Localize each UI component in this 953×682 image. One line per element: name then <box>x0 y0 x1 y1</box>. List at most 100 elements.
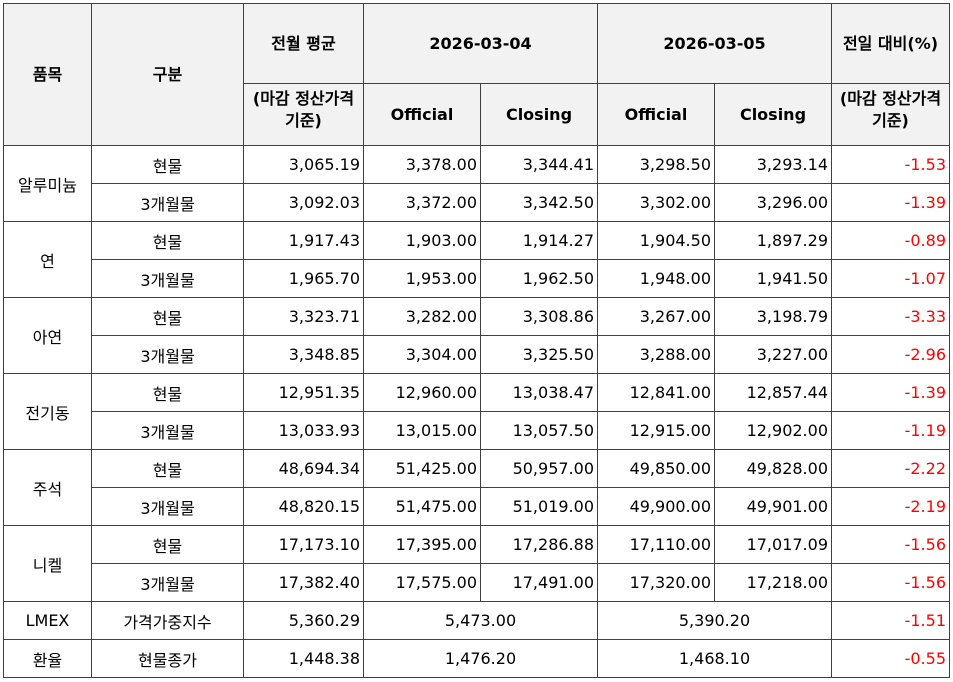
prev-avg-cell: 12,951.35 <box>243 373 364 412</box>
table-row: 3개월물 13,033.93 13,015.00 13,057.50 12,91… <box>4 411 950 450</box>
row-type: 현물 <box>91 525 244 564</box>
d1-official-cell: 3,372.00 <box>363 183 481 222</box>
prev-avg-cell: 48,694.34 <box>243 449 364 488</box>
row-type: 현물 <box>91 297 244 336</box>
d2-closing-cell: 3,293.14 <box>714 145 832 184</box>
change-cell: -2.96 <box>831 335 950 374</box>
prev-avg-cell: 1,448.38 <box>243 639 364 678</box>
summary-name: 환율 <box>3 639 92 678</box>
d1-official-cell: 51,425.00 <box>363 449 481 488</box>
row-type: 현물 <box>91 449 244 488</box>
header-d2-closing: Closing <box>714 83 832 146</box>
table-row: 전기동 현물 12,951.35 12,960.00 13,038.47 12,… <box>3 373 950 450</box>
change-cell: -2.22 <box>831 449 950 488</box>
table-row: 알루미늄 현물 3,065.19 3,378.00 3,344.41 3,298… <box>3 145 950 222</box>
row-type: 3개월물 <box>91 563 244 602</box>
d2-closing-cell: 49,901.00 <box>714 487 832 526</box>
d2-value-cell: 5,390.20 <box>597 601 832 640</box>
change-cell: -1.56 <box>831 563 950 602</box>
d1-value-cell: 5,473.00 <box>363 601 598 640</box>
change-cell: -1.53 <box>831 145 950 184</box>
header-item: 품목 <box>3 3 92 146</box>
table-row: 주석 현물 48,694.34 51,425.00 50,957.00 49,8… <box>3 449 950 526</box>
table-row: 3개월물 1,965.70 1,953.00 1,962.50 1,948.00… <box>4 259 950 298</box>
metal-name: 아연 <box>3 297 92 374</box>
d1-closing-cell: 13,057.50 <box>480 411 598 450</box>
header-daily-change: 전일 대비(%) <box>831 3 950 84</box>
d1-official-cell: 3,378.00 <box>363 145 481 184</box>
d2-official-cell: 17,320.00 <box>597 563 715 602</box>
prev-avg-cell: 3,348.85 <box>243 335 364 374</box>
header-prev-avg: 전월 평균 <box>243 3 364 84</box>
prev-avg-cell: 1,917.43 <box>243 221 364 260</box>
d1-value-cell: 1,476.20 <box>363 639 598 678</box>
change-cell: -0.89 <box>831 221 950 260</box>
d2-closing-cell: 3,296.00 <box>714 183 832 222</box>
prev-avg-cell: 17,382.40 <box>243 563 364 602</box>
lme-price-table: 품목 구분 전월 평균 2026-03-04 2026-03-05 전일 대비(… <box>3 3 950 678</box>
d1-official-cell: 13,015.00 <box>363 411 481 450</box>
header-date1: 2026-03-04 <box>363 3 598 84</box>
d2-closing-cell: 12,857.44 <box>714 373 832 412</box>
d2-closing-cell: 3,227.00 <box>714 335 832 374</box>
header-d2-official: Official <box>597 83 715 146</box>
change-cell: -1.39 <box>831 373 950 412</box>
table-row: 연 현물 1,917.43 1,903.00 1,914.27 1,904.50… <box>3 221 950 298</box>
d1-closing-cell: 1,962.50 <box>480 259 598 298</box>
row-type: 3개월물 <box>91 183 244 222</box>
d1-closing-cell: 3,308.86 <box>480 297 598 336</box>
d2-official-cell: 3,288.00 <box>597 335 715 374</box>
row-type: 현물 <box>91 221 244 260</box>
row-type: 가격가중지수 <box>91 601 244 640</box>
row-type: 현물 <box>91 373 244 412</box>
metal-name: 전기동 <box>3 373 92 450</box>
d2-official-cell: 12,915.00 <box>597 411 715 450</box>
d2-official-cell: 1,948.00 <box>597 259 715 298</box>
prev-avg-cell: 1,965.70 <box>243 259 364 298</box>
header-prev-avg-sub: (마감 정산가격 기준) <box>243 83 364 146</box>
row-type: 현물 <box>91 145 244 184</box>
header-daily-change-sub: (마감 정산가격 기준) <box>831 83 950 146</box>
d1-official-cell: 51,475.00 <box>363 487 481 526</box>
change-cell: -1.51 <box>831 601 950 640</box>
prev-avg-cell: 3,092.03 <box>243 183 364 222</box>
d1-official-cell: 1,903.00 <box>363 221 481 260</box>
d1-official-cell: 3,304.00 <box>363 335 481 374</box>
d2-official-cell: 3,298.50 <box>597 145 715 184</box>
d2-closing-cell: 12,902.00 <box>714 411 832 450</box>
summary-name: LMEX <box>3 601 92 640</box>
d2-closing-cell: 1,897.29 <box>714 221 832 260</box>
d1-closing-cell: 17,286.88 <box>480 525 598 564</box>
table-row: 3개월물 17,382.40 17,575.00 17,491.00 17,32… <box>4 563 950 602</box>
metal-name: 니켈 <box>3 525 92 602</box>
change-cell: -3.33 <box>831 297 950 336</box>
d2-closing-cell: 17,218.00 <box>714 563 832 602</box>
row-type: 3개월물 <box>91 487 244 526</box>
table-row: 3개월물 48,820.15 51,475.00 51,019.00 49,90… <box>4 487 950 526</box>
row-type: 현물종가 <box>91 639 244 678</box>
d2-closing-cell: 17,017.09 <box>714 525 832 564</box>
d2-closing-cell: 1,941.50 <box>714 259 832 298</box>
d1-closing-cell: 17,491.00 <box>480 563 598 602</box>
header-d1-closing: Closing <box>480 83 598 146</box>
metal-name: 알루미늄 <box>3 145 92 222</box>
change-cell: -1.19 <box>831 411 950 450</box>
d1-closing-cell: 50,957.00 <box>480 449 598 488</box>
prev-avg-cell: 17,173.10 <box>243 525 364 564</box>
prev-avg-cell: 3,065.19 <box>243 145 364 184</box>
table-body: 알루미늄 현물 3,065.19 3,378.00 3,344.41 3,298… <box>3 145 950 678</box>
d1-closing-cell: 3,342.50 <box>480 183 598 222</box>
header-d1-official: Official <box>363 83 481 146</box>
header-date2: 2026-03-05 <box>597 3 832 84</box>
prev-avg-cell: 48,820.15 <box>243 487 364 526</box>
d2-value-cell: 1,468.10 <box>597 639 832 678</box>
table-row: 아연 현물 3,323.71 3,282.00 3,308.86 3,267.0… <box>3 297 950 374</box>
d1-official-cell: 17,575.00 <box>363 563 481 602</box>
prev-avg-cell: 3,323.71 <box>243 297 364 336</box>
d2-closing-cell: 3,198.79 <box>714 297 832 336</box>
d1-official-cell: 1,953.00 <box>363 259 481 298</box>
table-row: 3개월물 3,348.85 3,304.00 3,325.50 3,288.00… <box>4 335 950 374</box>
change-cell: -0.55 <box>831 639 950 678</box>
d2-official-cell: 17,110.00 <box>597 525 715 564</box>
d2-closing-cell: 49,828.00 <box>714 449 832 488</box>
